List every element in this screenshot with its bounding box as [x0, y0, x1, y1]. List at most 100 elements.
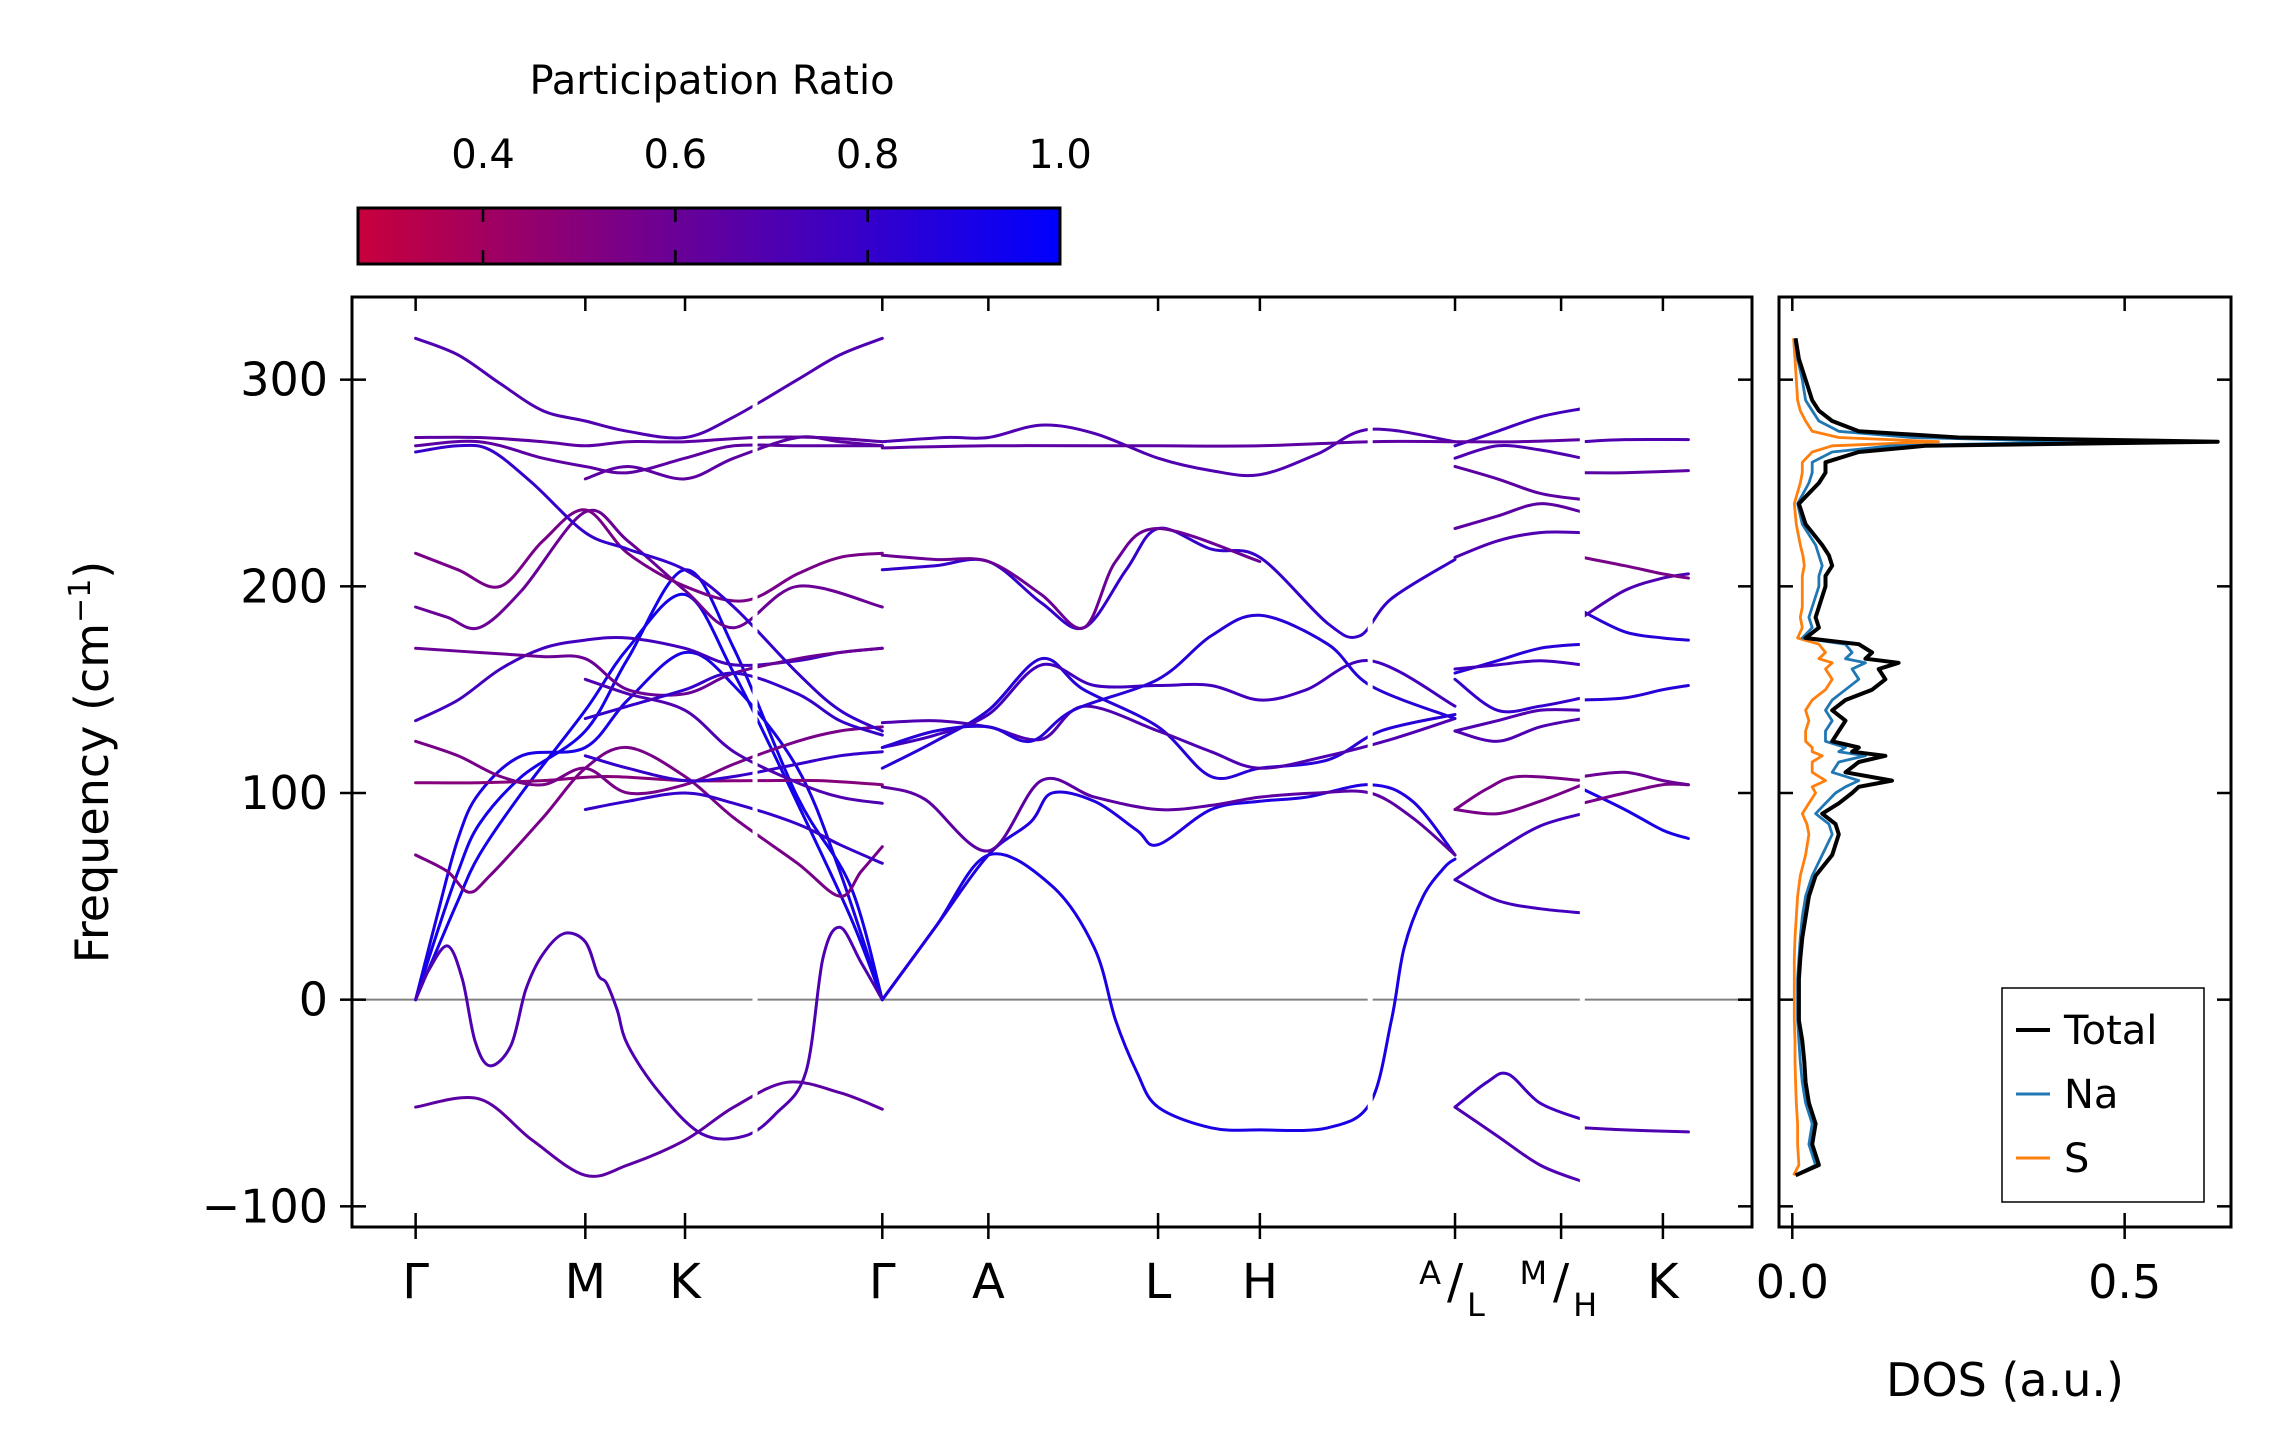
k-point-label: L — [1145, 1254, 1172, 1310]
band-ylabel: Frequency (cm−1) — [63, 561, 119, 964]
y-tick-label: 100 — [240, 766, 328, 820]
band-line-35 — [1453, 812, 1584, 882]
colorbar-label: Participation Ratio — [529, 58, 894, 104]
colorbar-ticks — [481, 208, 869, 264]
band-line-46 — [1453, 443, 1584, 460]
band-line-0 — [414, 650, 884, 1002]
band-line-50 — [1580, 787, 1690, 840]
band-line-15 — [414, 336, 884, 440]
band-line-47 — [1453, 407, 1584, 448]
band-line-1 — [414, 568, 884, 1002]
legend-label-s: S — [2064, 1136, 2089, 1182]
band-line-34 — [1453, 878, 1584, 915]
y-tick-label: 0 — [299, 973, 328, 1027]
band-line-51 — [1580, 782, 1690, 805]
band-line-40 — [1453, 677, 1584, 714]
dos-line-total — [1793, 337, 2220, 1178]
band-line-37 — [1453, 774, 1584, 811]
k-point-slash: / — [1553, 1254, 1570, 1310]
colorbar-tick-label: 0.4 — [451, 132, 515, 178]
band-line-45 — [1453, 465, 1584, 501]
k-point-label: K — [1647, 1254, 1680, 1310]
dos-legend: Total Na S — [2001, 987, 2205, 1203]
band-line-7 — [414, 725, 884, 796]
band-line-22 — [880, 783, 1457, 1002]
segment-separators — [752, 299, 1585, 1225]
band-line-43 — [1453, 502, 1584, 530]
k-point-label: K — [669, 1254, 702, 1310]
band-lines — [414, 336, 1690, 1183]
dos-x-tick-label: 0.0 — [1756, 1255, 1829, 1309]
band-line-41 — [1453, 642, 1584, 675]
ylabel-close: ) — [65, 561, 119, 579]
k-point-label-sub: L — [1467, 1286, 1485, 1324]
band-line-4 — [414, 1080, 884, 1178]
k-point-label: Γ — [869, 1254, 896, 1310]
band-line-55 — [1580, 572, 1690, 619]
band-line-53 — [1580, 684, 1690, 702]
colorbar-tick-label: 0.6 — [644, 132, 708, 178]
band-line-10 — [414, 508, 884, 603]
ylabel-sup: −1 — [63, 579, 98, 623]
y-tick-label: 200 — [240, 559, 328, 613]
band-x-ticks: Γ M K Γ A L H A / LM / H K — [402, 297, 1680, 1324]
colorbar-rect — [356, 206, 1062, 266]
legend-label-na: Na — [2064, 1072, 2118, 1118]
band-line-5 — [414, 745, 884, 898]
band-line-56 — [1580, 555, 1690, 580]
band-y-ticks: 300 200 100 0 −100 — [202, 353, 1752, 1233]
band-line-54 — [1580, 609, 1690, 642]
band-line-30 — [880, 423, 1457, 478]
dos-panel: 0.0 0.5 DOS (a.u.) Total Na S — [1756, 295, 2233, 1407]
legend-label-total: Total — [2063, 1008, 2157, 1054]
colorbar-tick-label: 0.8 — [836, 132, 900, 178]
legend-entry-s: S — [2016, 1136, 2089, 1182]
band-line-57 — [1580, 469, 1690, 475]
band-line-49 — [1580, 1126, 1690, 1134]
dos-line-s — [1792, 338, 1940, 1176]
k-point-label: H — [1242, 1254, 1278, 1310]
band-line-20 — [583, 677, 884, 805]
band-line-29 — [880, 527, 1262, 630]
band-line-8 — [414, 635, 884, 723]
band-line-33 — [1453, 1105, 1584, 1183]
band-line-2 — [414, 593, 884, 1002]
k-point-label-sub: H — [1573, 1286, 1597, 1324]
band-line-48 — [1453, 438, 1584, 444]
dos-ticks: 0.0 0.5 — [1756, 297, 2231, 1309]
dos-xlabel: DOS (a.u.) — [1886, 1353, 2124, 1407]
k-point-label-sup: M — [1519, 1254, 1547, 1292]
band-line-38 — [1453, 708, 1584, 733]
y-tick-label: −100 — [202, 1179, 328, 1233]
y-tick-label: 300 — [240, 353, 328, 407]
legend-entry-total: Total — [2016, 1008, 2157, 1054]
legend-entry-na: Na — [2016, 1072, 2118, 1118]
band-line-44 — [1453, 530, 1584, 559]
band-line-17 — [583, 791, 884, 865]
k-point-label: M — [565, 1254, 606, 1310]
band-line-39 — [1453, 717, 1584, 743]
band-line-27 — [880, 613, 1457, 749]
band-line-42 — [1453, 659, 1584, 671]
k-point-label: A — [972, 1254, 1005, 1310]
dos-x-tick-label: 0.5 — [2088, 1255, 2161, 1309]
band-line-14 — [414, 439, 884, 475]
band-line-6 — [414, 775, 884, 787]
k-point-label: Γ — [402, 1254, 429, 1310]
band-line-32 — [1453, 1071, 1584, 1121]
band-line-36 — [1453, 783, 1584, 816]
colorbar-tick-labels: 0.4 0.6 0.8 1.0 — [451, 132, 1092, 178]
band-line-3 — [414, 925, 884, 1141]
k-point-label-sup: A — [1419, 1254, 1441, 1292]
band-axes-frame — [350, 295, 1754, 1229]
colorbar-tick-label: 1.0 — [1028, 132, 1092, 178]
band-line-11 — [414, 646, 884, 697]
band-line-9 — [414, 508, 884, 631]
band-line-52 — [1580, 770, 1690, 787]
k-point-slash: / — [1447, 1254, 1464, 1310]
band-line-12 — [414, 443, 884, 733]
dos-axes-frame — [1777, 295, 2233, 1229]
ylabel-main: Frequency (cm — [65, 623, 119, 963]
